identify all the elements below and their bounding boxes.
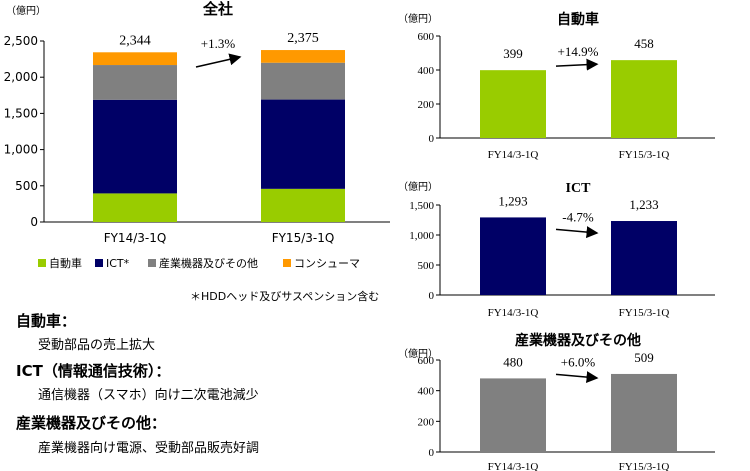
bar-industrial [611,373,677,452]
commentary-text-auto: 受動部品の売上拡大 [38,338,156,353]
bar-segment-total [261,50,345,63]
legend-swatch-total [95,259,103,267]
growth-label-ict: -4.7% [562,209,594,224]
y-tick-label-total: 500 [15,179,38,193]
footnote: ＊HDDヘッド及びサスペンション含む [190,290,380,303]
commentary-heading-ict: ICT（情報通信技術）： [16,362,171,380]
bar-segment-total [261,188,345,222]
legend-swatch-total [148,259,156,267]
unit-label-auto: （億円） [398,12,438,25]
chart-title-total: 全社 [202,0,233,18]
growth-label-total: +1.3% [201,36,236,51]
x-category-label-auto: FY14/3-1Q [488,149,539,161]
value-label-ict: 1,293 [498,193,527,208]
y-tick-label-auto: 0 [429,133,435,145]
growth-arrow-auto [555,58,599,71]
y-tick-label-total: 2,500 [4,34,38,48]
value-label-auto: 458 [634,36,654,51]
x-category-label-auto: FY15/3-1Q [619,149,670,161]
bar-industrial [480,378,546,452]
x-category-label-ict: FY15/3-1Q [619,307,670,319]
x-category-label-total: FY14/3-1Q [104,231,167,245]
commentary-text-ict: 通信機器（スマホ）向け二次電池減少 [38,388,259,403]
x-category-label-industrial: FY14/3-1Q [488,461,539,471]
bar-segment-total [261,62,345,100]
y-tick-label-total: 2,000 [4,70,38,84]
value-label-ict: 1,233 [629,197,658,212]
legend-swatch-total [38,259,46,267]
y-tick-label-industrial: 0 [429,447,435,459]
growth-arrow-total [195,53,242,68]
legend-swatch-total [283,259,291,267]
growth-arrow-industrial [555,371,599,384]
value-label-industrial: 480 [503,354,523,369]
y-tick-label-industrial: 400 [418,386,435,398]
value-label-auto: 399 [503,46,523,61]
commentary-heading-industrial: 産業機器及びその他： [16,414,167,432]
bar-segment-total [93,52,177,66]
y-tick-label-auto: 600 [418,31,435,43]
bar-segment-total [93,99,177,194]
commentary-heading-auto: 自動車： [16,312,77,330]
y-tick-label-auto: 200 [418,99,435,111]
total-label-total: 2,375 [287,31,319,46]
bar-segment-total [261,99,345,189]
legend-label-total: ICT* [106,257,130,270]
y-tick-label-auto: 400 [418,65,435,77]
y-tick-label-ict: 1,500 [409,200,434,212]
y-tick-label-total: 1,000 [4,143,38,157]
commentary-text-industrial: 産業機器向け電源、受動部品販売好調 [38,441,260,456]
x-category-label-total: FY15/3-1Q [272,231,335,245]
x-category-label-industrial: FY15/3-1Q [619,461,670,471]
growth-label-auto: +14.9% [558,44,599,59]
y-tick-label-industrial: 200 [418,416,435,428]
y-tick-label-ict: 500 [418,260,435,272]
chart-title-industrial: 産業機器及びその他 [515,332,641,349]
y-tick-label-total: 1,500 [4,106,38,120]
unit-label-industrial: （億円） [398,347,438,360]
y-tick-label-ict: 0 [429,290,435,302]
growth-arrow-ict [555,226,599,239]
y-tick-label-ict: 1,000 [409,230,434,242]
value-label-industrial: 509 [634,350,654,365]
unit-label-ict: （億円） [398,180,438,193]
chart-title-auto: 自動車 [557,11,599,28]
x-category-label-ict: FY14/3-1Q [488,307,539,319]
bar-segment-total [93,65,177,100]
legend-label-total: 産業機器及びその他 [159,256,258,270]
bar-ict [480,217,546,295]
chart-title-ict: ICT [566,181,592,196]
legend-label-total: コンシューマ [294,257,360,270]
y-tick-label-industrial: 600 [418,355,435,367]
bar-auto [480,70,546,138]
bar-auto [611,60,677,138]
bar-segment-total [93,193,177,222]
total-label-total: 2,344 [119,33,151,48]
unit-label-total: （億円） [6,4,46,17]
growth-label-industrial: +6.0% [561,354,596,369]
y-tick-label-total: 0 [30,215,38,229]
bar-ict [611,221,677,295]
legend-label-total: 自動車 [49,256,82,270]
